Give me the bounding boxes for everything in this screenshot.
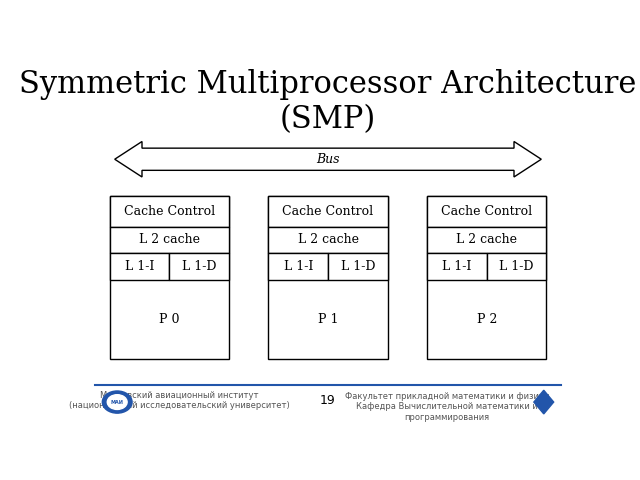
Text: Cache Control: Cache Control bbox=[124, 205, 215, 218]
Text: L 1-I: L 1-I bbox=[125, 260, 154, 273]
Bar bbox=[428, 253, 486, 280]
Bar bbox=[269, 196, 388, 359]
Text: Symmetric Multiprocessor Architecture
(SMP): Symmetric Multiprocessor Architecture (S… bbox=[19, 69, 637, 135]
Text: Cache Control: Cache Control bbox=[282, 205, 374, 218]
Text: P 0: P 0 bbox=[159, 313, 180, 326]
Bar bbox=[328, 253, 388, 280]
Text: L 1-D: L 1-D bbox=[499, 260, 534, 273]
Text: МАИ: МАИ bbox=[111, 399, 124, 405]
Bar bbox=[110, 196, 229, 227]
Bar bbox=[169, 253, 229, 280]
Bar bbox=[110, 196, 229, 359]
Text: Московский авиационный институт
(национальный исследовательский университет): Московский авиационный институт (национа… bbox=[69, 391, 289, 410]
Bar bbox=[269, 253, 328, 280]
Bar bbox=[269, 196, 388, 227]
Text: Bus: Bus bbox=[316, 153, 340, 166]
Text: L 1-D: L 1-D bbox=[182, 260, 216, 273]
Polygon shape bbox=[534, 390, 554, 414]
Bar bbox=[428, 227, 547, 253]
Text: Факультет прикладной математики и физики
Кафедра Вычислительной математики и
про: Факультет прикладной математики и физики… bbox=[345, 392, 549, 422]
Circle shape bbox=[108, 395, 127, 409]
Text: Cache Control: Cache Control bbox=[441, 205, 532, 218]
Text: 19: 19 bbox=[320, 394, 336, 407]
Text: L 2 cache: L 2 cache bbox=[456, 233, 517, 246]
Bar bbox=[110, 253, 169, 280]
Circle shape bbox=[102, 391, 132, 413]
Text: L 1-I: L 1-I bbox=[442, 260, 472, 273]
Text: P 1: P 1 bbox=[317, 313, 339, 326]
Bar bbox=[269, 227, 388, 253]
Bar bbox=[428, 196, 547, 359]
Text: L 1-I: L 1-I bbox=[284, 260, 313, 273]
Text: L 2 cache: L 2 cache bbox=[139, 233, 200, 246]
Text: L 2 cache: L 2 cache bbox=[298, 233, 358, 246]
Text: L 1-D: L 1-D bbox=[340, 260, 375, 273]
Bar bbox=[110, 227, 229, 253]
Bar bbox=[486, 253, 547, 280]
Polygon shape bbox=[115, 142, 541, 177]
Bar bbox=[428, 196, 547, 227]
Text: P 2: P 2 bbox=[477, 313, 497, 326]
